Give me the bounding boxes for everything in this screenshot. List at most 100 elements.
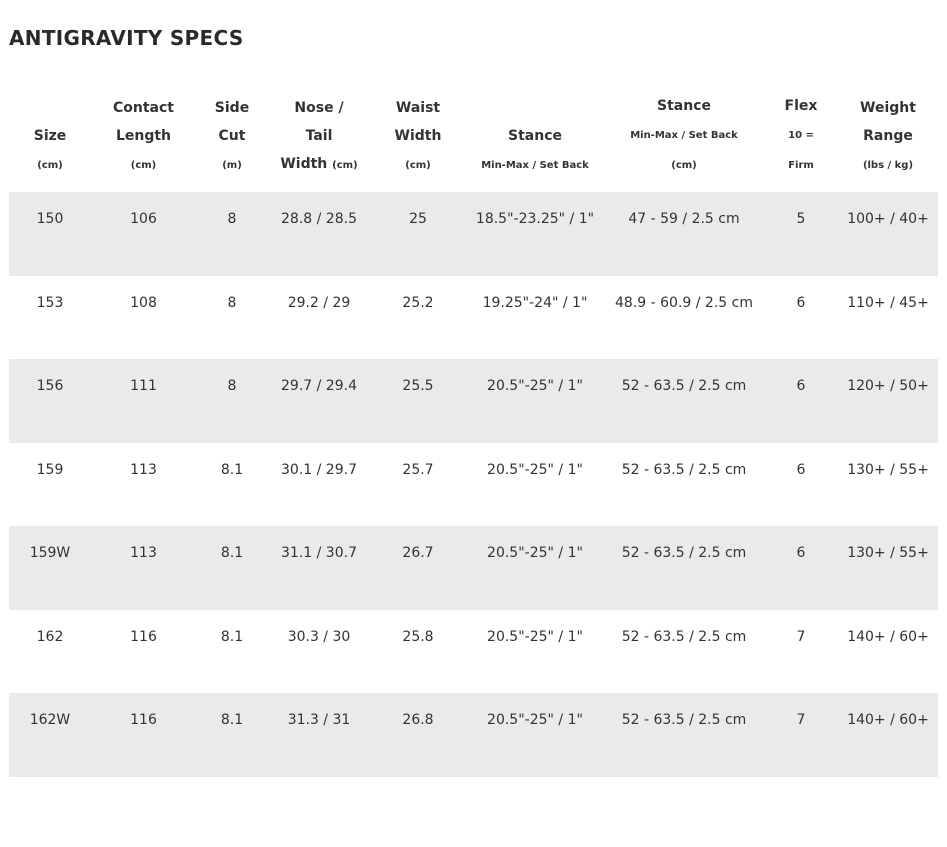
header-unit: Min-Max / Set Back (481, 160, 589, 171)
table-cell: 113 (130, 461, 157, 478)
table-cell: 20.5"-25" / 1" (487, 545, 583, 561)
table-cell: 8.1 (220, 712, 244, 728)
table-cell: 8 (227, 211, 237, 227)
table-cell: 156 (36, 378, 64, 394)
table-cell: 8.1 (220, 545, 244, 561)
table-cell: 20.5"-25" / 1" (487, 712, 583, 728)
header-unit: (cm) (332, 160, 358, 171)
table-cell: 31.1 / 30.7 (281, 545, 357, 561)
table-cell: 31.3 / 31 (287, 712, 351, 728)
table-cell: 153 (36, 294, 64, 311)
table-cell: 52 - 63.5 / 2.5 cm (621, 378, 747, 394)
table-cell: 116 (130, 712, 157, 728)
table-cell: 8.1 (220, 461, 244, 478)
column-header: Weight Range (lbs / kg) (838, 92, 938, 192)
table-cell: 6 (796, 545, 806, 561)
header-label: Cut (218, 128, 246, 144)
column-header: Side Cut (m) (196, 92, 268, 192)
column-header: Nose / Tail Width (cm) (268, 92, 370, 192)
specs-table: Size (cm) Contact Length (cm) Side Cut (m) Nose … (9, 92, 938, 777)
table-cell: 30.1 / 29.7 (281, 461, 357, 478)
header-label: Size (33, 128, 67, 144)
header-label: Width (394, 128, 442, 144)
table-cell: 26.7 (402, 545, 434, 561)
table-cell: 20.5"-25" / 1" (487, 628, 583, 645)
table-cell: 7 (796, 628, 806, 645)
table-cell: 20.5"-25" / 1" (487, 461, 583, 478)
table-cell: 29.7 / 29.4 (281, 378, 357, 394)
table-cell: 8.1 (220, 628, 244, 645)
table-row: 162W 116 8.1 31.3 / 31 26.8 20.5"-25" / 1" 52 … (9, 693, 938, 777)
table-cell: 130+ / 55+ (847, 461, 929, 478)
table-cell: 20.5"-25" / 1" (487, 378, 583, 394)
table-cell: 6 (796, 294, 806, 311)
header-label: Stance (508, 128, 562, 144)
header-unit: (cm) (37, 160, 63, 171)
table-row: 153 108 8 29.2 / 29 25.2 19.25"-24" / 1" 48.9 … (9, 276, 938, 360)
header-label: Length (115, 128, 172, 144)
header-unit: (cm) (671, 160, 697, 171)
table-cell: 106 (130, 211, 157, 227)
table-row: 150 106 8 28.8 / 28.5 25 18.5"-23.25" / 1" 47 … (9, 192, 938, 276)
table-row: 159W 113 8.1 31.1 / 30.7 26.7 20.5"-25" / 1" 5… (9, 526, 938, 610)
table-row: 159 113 8.1 30.1 / 29.7 25.7 20.5"-25" / 1" 52… (9, 443, 938, 527)
table-cell: 30.3 / 30 (287, 628, 351, 645)
table-cell: 25.2 (402, 294, 434, 311)
header-unit: (cm) (405, 160, 431, 171)
table-cell: 52 - 63.5 / 2.5 cm (621, 712, 747, 728)
table-cell: 18.5"-23.25" / 1" (475, 211, 595, 227)
table-cell: 25.7 (402, 461, 434, 478)
table-cell: 29.2 / 29 (287, 294, 351, 311)
column-header: Stance Min-Max / Set Back (cm) (604, 92, 764, 192)
header-label: Nose / (294, 100, 344, 116)
table-cell: 25 (409, 211, 427, 227)
table-cell: 162 (36, 628, 64, 645)
header-label: Contact (113, 100, 174, 116)
header-label: Weight (860, 100, 916, 116)
table-cell: 47 - 59 / 2.5 cm (628, 211, 740, 227)
column-header: Contact Length (cm) (91, 92, 196, 192)
header-unit: 10 = (788, 130, 814, 141)
table-cell: 140+ / 60+ (847, 628, 929, 645)
table-cell: 8 (227, 294, 237, 311)
header-unit: Firm (788, 160, 814, 171)
column-header: Waist Width (cm) (370, 92, 466, 192)
header-label: Stance (657, 98, 711, 114)
table-cell: 52 - 63.5 / 2.5 cm (621, 628, 747, 645)
table-cell: 159 (36, 461, 64, 478)
table-cell: 5 (796, 211, 806, 227)
header-label: Range (863, 128, 913, 144)
header-label: Flex (784, 98, 818, 114)
table-cell: 6 (796, 378, 806, 394)
header-unit: Min-Max / Set Back (630, 130, 738, 141)
table-cell: 108 (130, 294, 157, 311)
table-cell: 159W (29, 545, 71, 561)
table-cell: 52 - 63.5 / 2.5 cm (621, 545, 747, 561)
page-title: ANTIGRAVITY SPECS (9, 26, 244, 50)
table-cell: 150 (36, 211, 64, 227)
table-cell: 162W (29, 712, 71, 728)
table-cell: 140+ / 60+ (847, 712, 929, 728)
table-cell: 26.8 (402, 712, 434, 728)
header-label: Width (280, 156, 328, 172)
table-cell: 120+ / 50+ (847, 378, 929, 394)
header-label: Waist (395, 100, 441, 116)
column-header: Size (cm) (9, 92, 91, 192)
table-cell: 19.25"-24" / 1" (482, 294, 588, 311)
table-cell: 130+ / 55+ (847, 545, 929, 561)
table-row: 156 111 8 29.7 / 29.4 25.5 20.5"-25" / 1" 52 -… (9, 359, 938, 443)
table-cell: 111 (130, 378, 157, 394)
table-cell: 6 (796, 461, 806, 478)
table-row: 162 116 8.1 30.3 / 30 25.8 20.5"-25" / 1" 52 -… (9, 610, 938, 694)
header-row: Size (cm) Contact Length (cm) Side Cut (m) Nose … (9, 92, 938, 192)
header-unit: (cm) (130, 160, 157, 171)
table-cell: 25.5 (402, 378, 434, 394)
header-unit: (lbs / kg) (862, 160, 914, 171)
table-cell: 113 (130, 545, 157, 561)
table-cell: 25.8 (402, 628, 434, 645)
table-cell: 116 (130, 628, 157, 645)
header-label: Side (214, 100, 250, 116)
table-cell: 48.9 - 60.9 / 2.5 cm (615, 294, 753, 311)
column-header: Flex 10 = Firm (764, 92, 838, 192)
header-label: Tail (305, 128, 333, 144)
